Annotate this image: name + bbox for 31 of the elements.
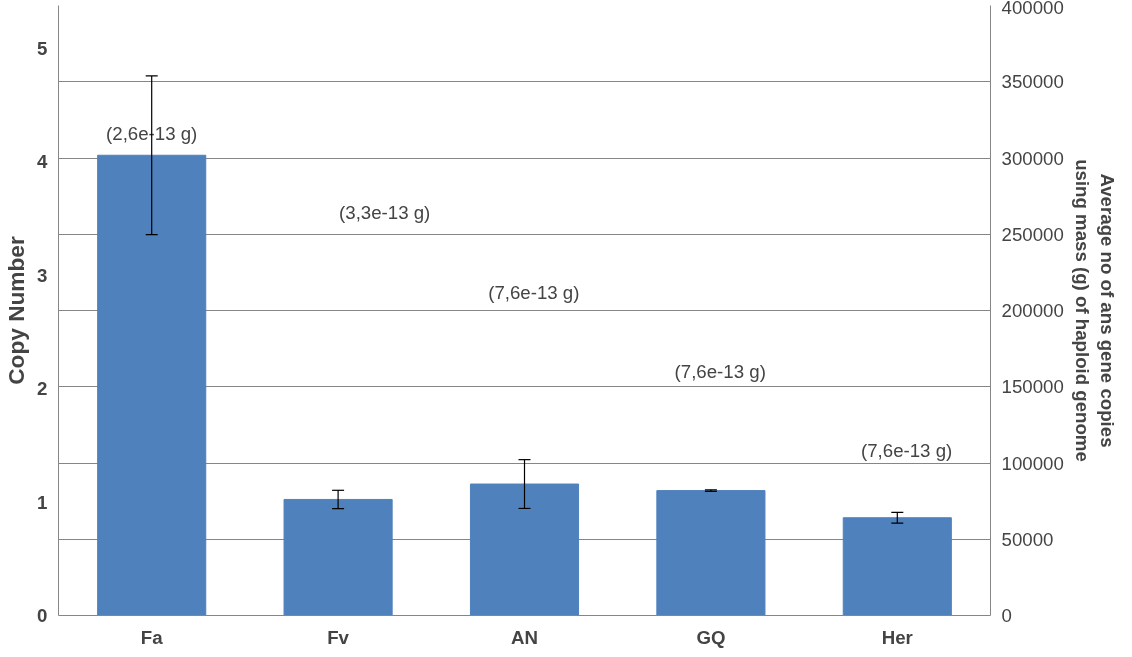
y-tick-label: 0 bbox=[37, 605, 48, 626]
annotation: (7,6e-13 g) bbox=[860, 440, 953, 462]
annotation: (3,3e-13 g) bbox=[339, 202, 431, 224]
x-tick-label: AN bbox=[511, 626, 538, 648]
y2-tick-label: 350000 bbox=[1001, 71, 1064, 93]
y-tick-label: 4 bbox=[37, 151, 49, 173]
y2-tick-label: 250000 bbox=[1001, 223, 1064, 245]
y-tick-label: 1 bbox=[37, 491, 48, 513]
y2-tick-label: 0 bbox=[1001, 605, 1012, 626]
y-tick-label: 5 bbox=[37, 38, 48, 60]
y-axis-title: Copy Number bbox=[3, 236, 30, 385]
bar bbox=[283, 498, 393, 616]
annotation: (7,6e-13 g) bbox=[674, 361, 766, 382]
y2-tick-label: 400000 bbox=[1001, 0, 1064, 18]
y2-tick-label: 50000 bbox=[1001, 528, 1054, 550]
x-tick-label: Fv bbox=[327, 626, 350, 648]
x-tick-label: Her bbox=[881, 626, 913, 648]
y2-axis-title: Average no of ans gene copies using mass (g) of haploid genome bbox=[1071, 159, 1118, 462]
bar bbox=[469, 483, 580, 616]
y2-tick-label: 150000 bbox=[1001, 376, 1064, 398]
x-tick-label: Fa bbox=[140, 626, 164, 648]
y-tick-label: 3 bbox=[37, 264, 48, 286]
y2-tick-label: 300000 bbox=[1001, 147, 1064, 169]
y2-tick-label: 200000 bbox=[1001, 300, 1064, 321]
y-tick-label: 2 bbox=[37, 378, 48, 400]
x-tick-label: GQ bbox=[696, 626, 726, 648]
bar bbox=[97, 154, 207, 616]
bar bbox=[842, 517, 952, 616]
bar bbox=[656, 490, 766, 616]
annotation: (7,6e-13 g) bbox=[488, 281, 580, 303]
y2-tick-label: 100000 bbox=[1001, 452, 1064, 474]
